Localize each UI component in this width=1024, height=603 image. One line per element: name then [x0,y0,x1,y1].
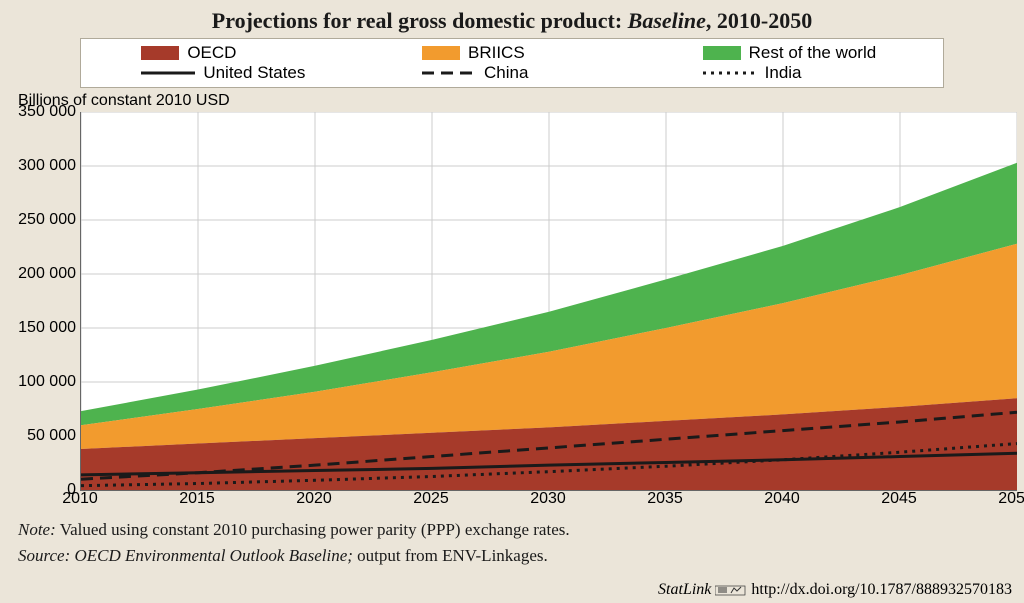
legend-line-swatch [703,66,757,80]
legend-item: India [703,63,883,83]
x-tick-label: 2025 [413,490,449,508]
legend-label: OECD [187,43,236,63]
source-ital: OECD Environmental Outlook Baseline; [70,546,353,565]
statlink-url: http://dx.doi.org/10.1787/888932570183 [751,581,1012,598]
chart-container: Projections for real gross domestic prod… [0,0,1024,603]
legend-item: China [422,63,602,83]
y-axis-ticks: 050 000100 000150 000200 000250 000300 0… [18,112,80,490]
statlink: StatLink http://dx.doi.org/10.1787/88893… [658,581,1012,599]
note-line: Note: Valued using constant 2010 purchas… [18,520,1014,540]
x-tick-label: 2035 [647,490,683,508]
title-main: Projections for real gross domestic prod… [212,8,628,33]
legend-item: United States [141,63,321,83]
plot-svg [81,112,1017,490]
legend-line-swatch [422,66,476,80]
chart-wrap: 050 000100 000150 000200 000250 000300 0… [18,112,1004,514]
x-tick-label: 2010 [62,490,98,508]
statlink-icon [715,584,747,596]
legend-label: BRIICS [468,43,525,63]
legend-label: China [484,63,528,83]
y-axis-label: Billions of constant 2010 USD [18,92,1014,110]
title-baseline: Baseline [628,8,706,33]
statlink-label: StatLink [658,581,711,598]
title-tail: , 2010-2050 [706,8,812,33]
legend-label: India [765,63,802,83]
legend-item: Rest of the world [703,43,883,63]
y-tick-label: 300 000 [18,157,76,175]
chart-title: Projections for real gross domestic prod… [10,8,1014,34]
legend-label: Rest of the world [749,43,877,63]
source-label: Source: [18,546,70,565]
legend-label: United States [203,63,305,83]
y-tick-label: 50 000 [27,427,76,445]
legend-swatch [141,46,179,60]
x-tick-label: 2015 [179,490,215,508]
plot-area [80,112,1017,491]
source-tail: output from ENV-Linkages. [353,546,548,565]
x-tick-label: 2030 [530,490,566,508]
legend-swatch [422,46,460,60]
legend-item: BRIICS [422,43,602,63]
y-tick-label: 250 000 [18,211,76,229]
y-tick-label: 100 000 [18,373,76,391]
legend-row-areas: OECD BRIICS Rest of the world [91,43,933,63]
legend-item: OECD [141,43,321,63]
x-tick-label: 2045 [881,490,917,508]
x-tick-label: 2040 [764,490,800,508]
y-tick-label: 150 000 [18,319,76,337]
source-line: Source: OECD Environmental Outlook Basel… [18,546,1014,566]
y-tick-label: 350 000 [18,103,76,121]
legend: OECD BRIICS Rest of the world United State… [80,38,944,88]
x-tick-label: 2050 [998,490,1024,508]
legend-line-swatch [141,66,195,80]
legend-row-lines: United States China India [91,63,933,83]
y-tick-label: 200 000 [18,265,76,283]
note-label: Note: [18,520,56,539]
legend-swatch [703,46,741,60]
x-tick-label: 2020 [296,490,332,508]
note-text: Valued using constant 2010 purchasing po… [56,520,570,539]
